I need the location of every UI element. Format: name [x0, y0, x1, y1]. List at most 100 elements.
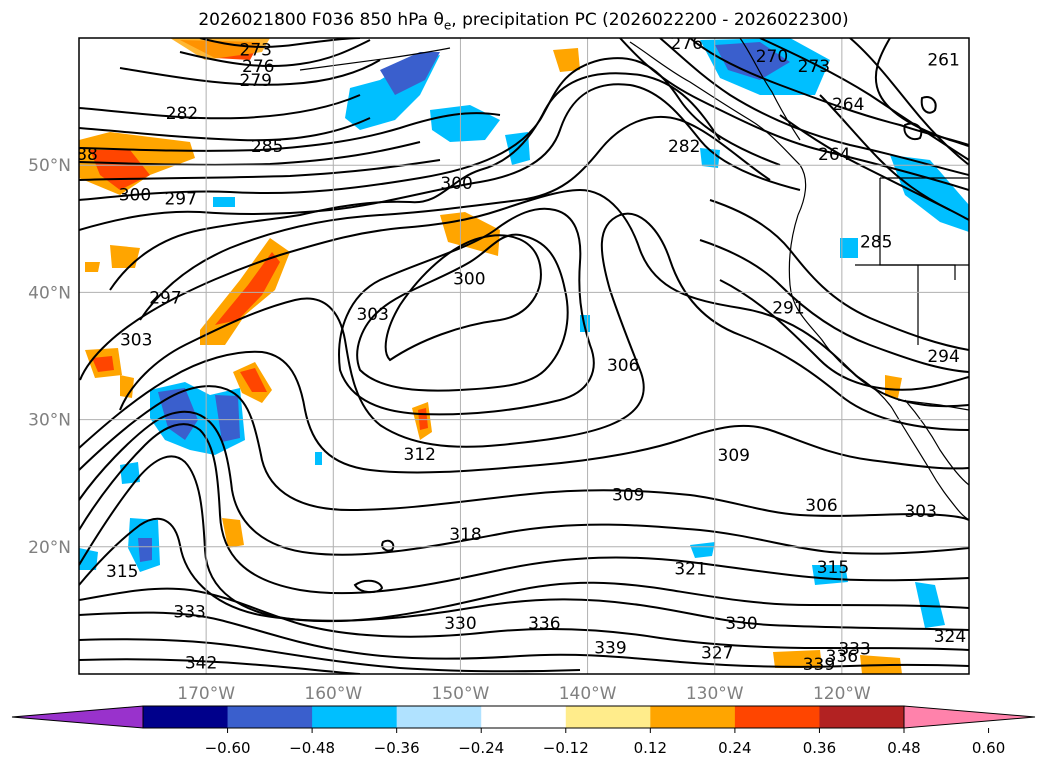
colorbar-segment [819, 706, 905, 728]
contour-line [709, 199, 969, 351]
contour-label: 321 [674, 559, 706, 579]
contour-line [719, 279, 969, 391]
precip-negative-patch [215, 395, 240, 442]
coastline-gulf [904, 399, 969, 486]
precip-positive-patch [170, 38, 270, 60]
contour-line [699, 239, 969, 373]
coastline-aleutians [299, 47, 451, 71]
contour-line [79, 141, 421, 166]
precip-negative-patch [890, 155, 969, 232]
precip-positive-patch [440, 212, 500, 256]
contour-line [119, 212, 969, 448]
precip-negative-patch [430, 105, 500, 142]
colorbar-segment [312, 706, 398, 728]
contour-line [384, 234, 542, 362]
colorbar-tick-label: 0.12 [634, 739, 667, 757]
contour-label: 303 [120, 330, 152, 350]
contour-line [79, 517, 969, 631]
contour-line [920, 96, 937, 114]
lon-tick-label: 160°W [304, 684, 362, 704]
colorbar-tick-label: 0.48 [887, 739, 920, 757]
precip-negative-patch [915, 582, 945, 628]
lon-tick-label: 130°W [686, 684, 744, 704]
colorbar-segment [565, 706, 651, 728]
colorbar-frame [142, 705, 905, 729]
lon-axis: 170°W 160°W 150°W 140°W 130°W 120°W [177, 684, 871, 704]
theta-e-contours [79, 38, 969, 674]
contour-label: 294 [927, 347, 959, 367]
contour-label: 285 [860, 233, 892, 253]
lon-tick-label: 150°W [432, 684, 490, 704]
contour-line [79, 83, 801, 231]
precip-positive-patch [90, 150, 150, 190]
contour-label: 303 [356, 305, 388, 325]
colorbar-tick-label: −0.12 [543, 739, 589, 757]
coastline-baja [891, 407, 969, 521]
contour-label: 315 [817, 558, 849, 578]
colorbar-tick-label: −0.60 [205, 739, 251, 757]
precip-positive-patch [215, 252, 280, 325]
contour-label: 276 [671, 34, 703, 54]
contour-label: 273 [798, 57, 830, 77]
contour-label: 297 [149, 288, 181, 308]
colorbar-segment [227, 706, 313, 728]
contour-line [79, 188, 969, 408]
precip-negative-patch [138, 538, 152, 562]
contour-label: 306 [805, 496, 837, 516]
coastlines [299, 38, 969, 521]
contour-line [903, 122, 923, 141]
contour-line [119, 59, 381, 86]
contour-label: 315 [106, 562, 138, 582]
lon-tick-label: 140°W [559, 684, 617, 704]
precip-negative-patch [315, 452, 322, 465]
colorbar-tick-label: 0.60 [972, 739, 1005, 757]
precip-positive-patch [240, 368, 267, 392]
contour-label: 273 [240, 40, 272, 60]
colorbar-extend-low [11, 705, 144, 729]
colorbar-tick-label: −0.48 [289, 739, 335, 757]
contour-label: 309 [718, 446, 750, 466]
map-frame [78, 37, 970, 675]
lon-tick-label: 120°W [813, 684, 871, 704]
contour-label: 312 [404, 445, 436, 465]
precip-negative-patch [715, 42, 790, 80]
contour-line [109, 72, 721, 291]
colorbar-tick-label: 0.36 [803, 739, 836, 757]
contour-label: 330 [444, 614, 476, 634]
contour-line [79, 94, 361, 120]
contour-line [79, 350, 969, 474]
colorbar-segment [396, 706, 482, 728]
lat-tick-label: 40°N [28, 283, 71, 303]
colorbar-segment [650, 706, 736, 728]
colorbar-tick-label: 0.24 [718, 739, 751, 757]
precip-positive-patch [885, 375, 902, 398]
contour-label: 291 [772, 299, 804, 319]
contour-label: 279 [240, 71, 272, 91]
contour-line [79, 112, 501, 152]
contour-label: 282 [166, 104, 198, 124]
contour-label: 264 [832, 95, 864, 115]
lat-axis: 20°N 30°N 40°N 50°N [28, 156, 71, 558]
precip-positive-patch [92, 356, 114, 372]
contour-label: 330 [725, 614, 757, 634]
chart-title: 2026021800 F036 850 hPa θe, precipitatio… [198, 10, 849, 33]
contour-label: 342 [185, 654, 217, 674]
contour-line [179, 39, 371, 68]
contour-line [353, 579, 384, 594]
colorbar-segment [734, 706, 820, 728]
contour-line [79, 159, 441, 181]
contour-line [199, 38, 361, 48]
contour-label: 327 [701, 643, 733, 663]
contour-line [819, 94, 969, 221]
contour-label: 282 [668, 137, 700, 157]
contour-line [619, 38, 969, 191]
contour-label: 324 [934, 627, 966, 647]
colorbar-extend-high [903, 705, 1036, 729]
border-state [855, 264, 956, 280]
contour-label: 333 [173, 603, 205, 623]
contour-line [139, 115, 771, 321]
colorbar-segment [143, 706, 229, 728]
precip-negative-patch [380, 52, 440, 95]
lat-tick-label: 30°N [28, 411, 71, 431]
